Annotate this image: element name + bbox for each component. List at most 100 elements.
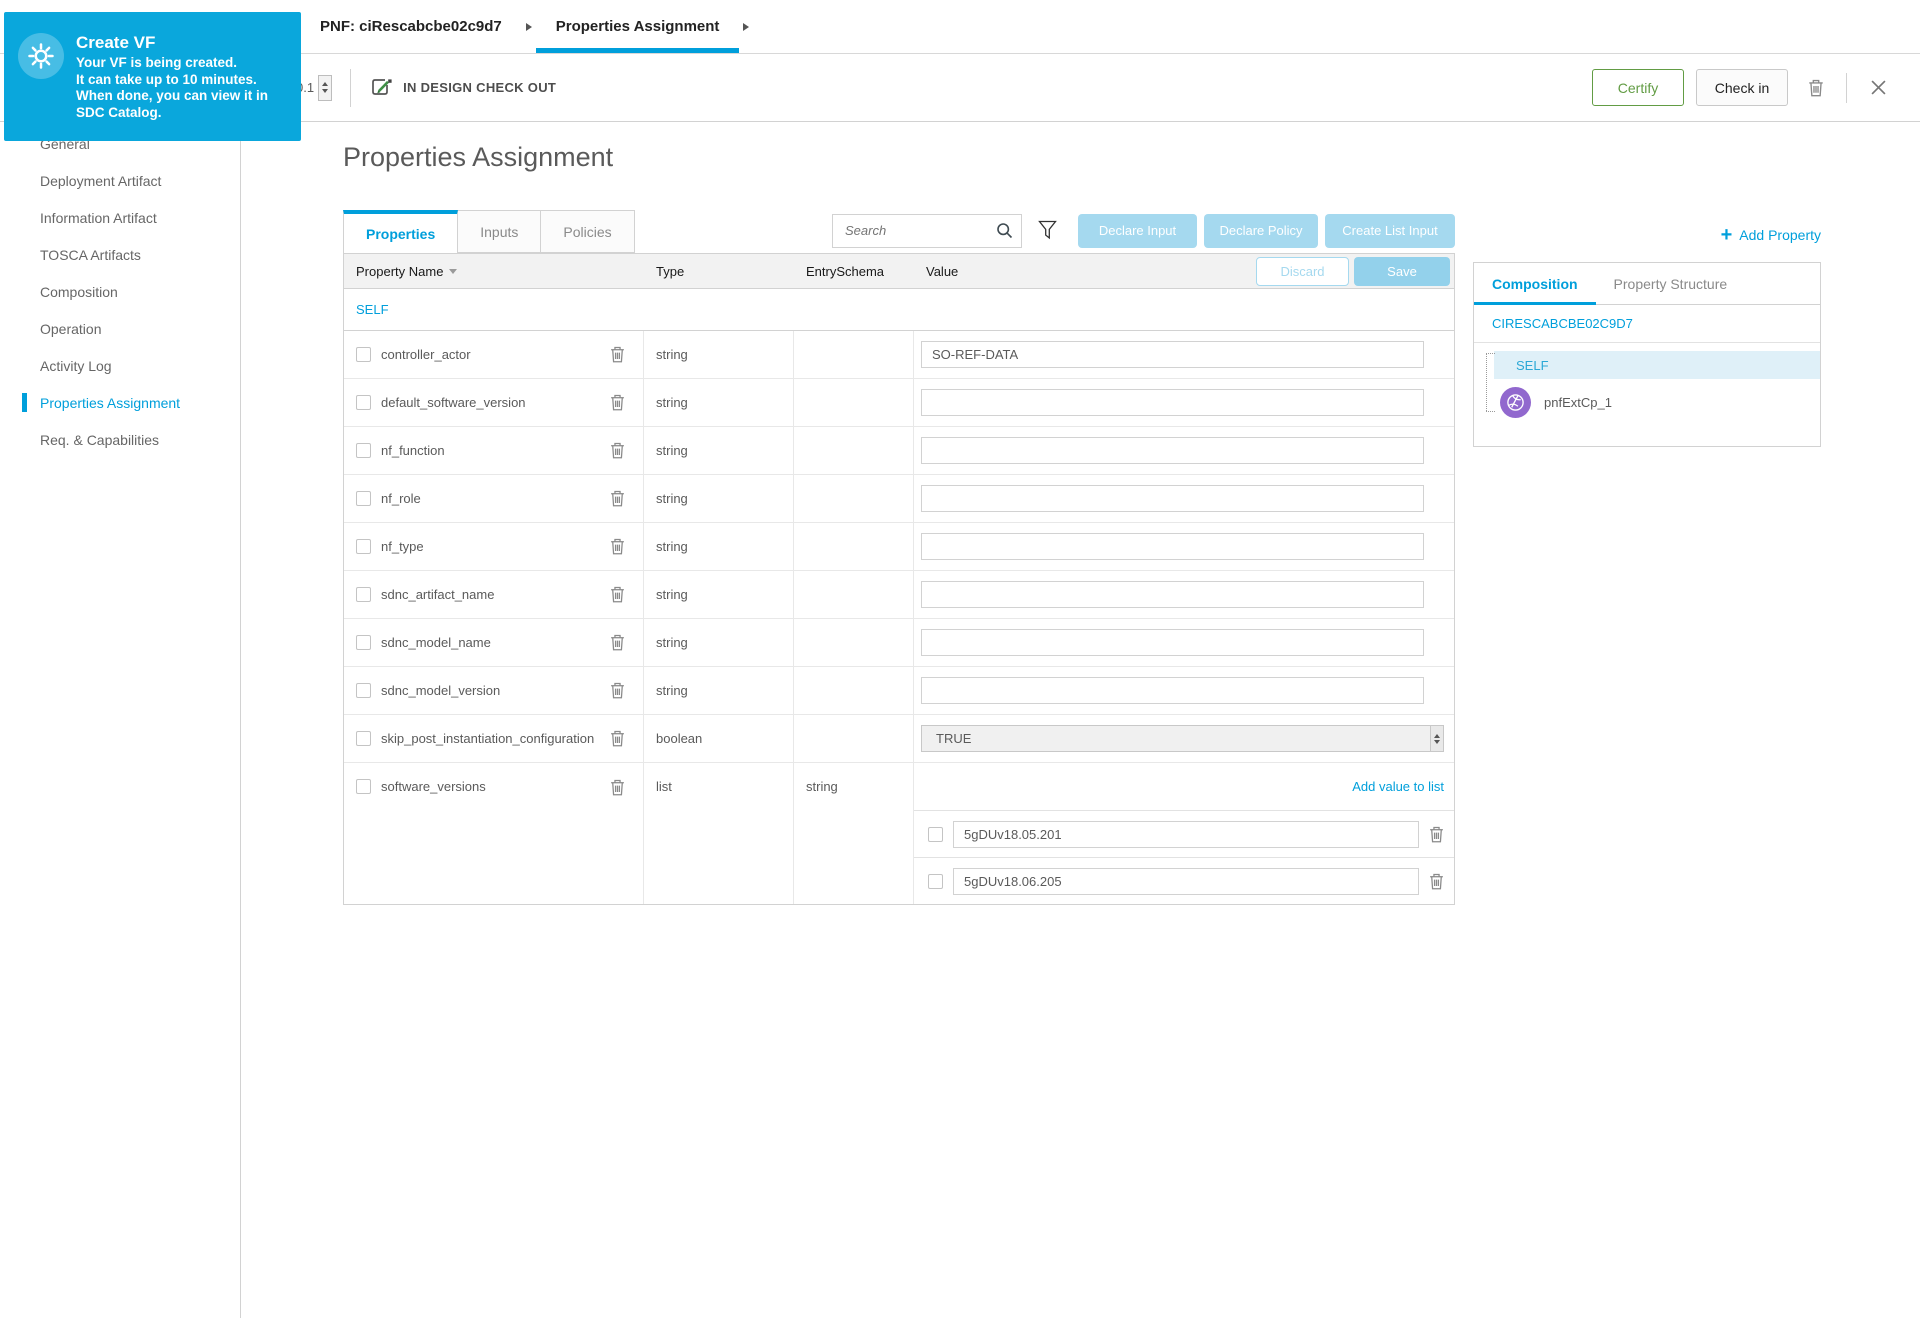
list-item-checkbox[interactable] — [928, 826, 943, 842]
sidebar-item-deployment-artifact[interactable]: Deployment Artifact — [0, 162, 240, 199]
delete-property-icon[interactable] — [610, 586, 625, 603]
property-value-cell — [914, 475, 1454, 522]
breadcrumb-tab-properties-assignment[interactable]: Properties Assignment — [535, 0, 740, 53]
property-type-label: string — [656, 539, 688, 554]
property-checkbox[interactable] — [356, 347, 371, 362]
property-schema-cell — [794, 379, 914, 426]
sidebar-item-properties-assignment[interactable]: Properties Assignment — [0, 384, 240, 421]
sidebar-item-composition[interactable]: Composition — [0, 273, 240, 310]
declare-policy-button[interactable]: Declare Policy — [1204, 213, 1318, 248]
tree-item-label: pnfExtCp_1 — [1544, 395, 1612, 410]
delete-property-icon[interactable] — [610, 634, 625, 651]
property-checkbox[interactable] — [356, 395, 371, 410]
delete-list-item-icon[interactable] — [1429, 873, 1444, 890]
create-list-input-button[interactable]: Create List Input — [1325, 213, 1455, 248]
close-icon[interactable] — [1865, 74, 1892, 101]
plus-icon: + — [1720, 224, 1733, 246]
delete-component-icon[interactable] — [1802, 73, 1830, 103]
property-type-cell: string — [644, 331, 794, 378]
property-name-cell: nf_function — [344, 427, 644, 474]
version-stepper[interactable] — [318, 74, 333, 101]
list-item-input[interactable] — [953, 867, 1419, 895]
property-value-input[interactable] — [921, 485, 1424, 512]
toast-notification[interactable]: Create VF Your VF is being created. It c… — [4, 12, 301, 141]
property-value-cell — [914, 427, 1454, 474]
declare-input-button[interactable]: Declare Input — [1078, 213, 1197, 248]
table-row: nf_function string — [344, 427, 1454, 475]
property-value-input[interactable] — [921, 677, 1424, 704]
table-row: nf_role string — [344, 475, 1454, 523]
property-name-cell: default_software_version — [344, 379, 644, 426]
property-value-cell — [914, 619, 1454, 666]
property-checkbox[interactable] — [356, 731, 371, 746]
discard-button[interactable]: Discard — [1256, 256, 1349, 286]
property-checkbox[interactable] — [356, 443, 371, 458]
property-value-input[interactable] — [921, 437, 1424, 464]
add-property-button[interactable]: + Add Property — [1473, 222, 1821, 248]
table-row: nf_type string — [344, 523, 1454, 571]
list-item-input[interactable] — [953, 820, 1419, 848]
property-checkbox[interactable] — [356, 539, 371, 554]
property-type-label: string — [656, 635, 688, 650]
property-name-label: software_versions — [381, 779, 486, 794]
search-input[interactable] — [845, 223, 996, 238]
sidebar-item-information-artifact[interactable]: Information Artifact — [0, 199, 240, 236]
delete-property-icon[interactable] — [610, 394, 625, 411]
caret-right-icon — [743, 22, 750, 31]
certify-button[interactable]: Certify — [1592, 69, 1684, 106]
property-checkbox[interactable] — [356, 635, 371, 650]
tree-item-self[interactable]: SELF — [1494, 351, 1820, 379]
property-name-label: nf_function — [381, 443, 445, 458]
property-checkbox[interactable] — [356, 491, 371, 506]
component-id-link[interactable]: CIRESCABCBE02C9D7 — [1474, 305, 1820, 343]
tab-properties[interactable]: Properties — [343, 210, 459, 253]
tab-policies[interactable]: Policies — [541, 210, 635, 253]
self-scope-link[interactable]: SELF — [356, 302, 389, 317]
breadcrumb-tab-pnf[interactable]: PNF: ciRescabcbe02c9d7 — [320, 18, 502, 35]
property-checkbox[interactable] — [356, 587, 371, 602]
tab-inputs[interactable]: Inputs — [458, 210, 542, 253]
column-header-property-name[interactable]: Property Name — [344, 254, 644, 288]
table-row: skip_post_instantiation_configuration boo… — [344, 715, 1454, 763]
delete-property-icon[interactable] — [610, 730, 625, 747]
property-type-label: string — [656, 347, 688, 362]
property-value-input[interactable] — [921, 341, 1424, 368]
toast-body-line: Your VF is being created. — [76, 55, 238, 70]
delete-property-icon[interactable] — [610, 442, 625, 459]
property-value-input[interactable] — [921, 629, 1424, 656]
property-value-cell — [914, 379, 1454, 426]
property-value-input[interactable] — [921, 581, 1424, 608]
property-name-label: skip_post_instantiation_configuration — [381, 731, 595, 746]
sidebar-item-operation[interactable]: Operation — [0, 310, 240, 347]
property-type-label: string — [656, 587, 688, 602]
sidebar-item-activity-log[interactable]: Activity Log — [0, 347, 240, 384]
sidebar-item-tosca-artifacts[interactable]: TOSCA Artifacts — [0, 236, 240, 273]
property-schema-cell: string — [794, 763, 914, 904]
property-value-input[interactable] — [921, 533, 1424, 560]
select-stepper[interactable] — [1430, 726, 1443, 751]
delete-property-icon[interactable] — [610, 490, 625, 507]
delete-property-icon[interactable] — [610, 538, 625, 555]
filter-icon[interactable] — [1038, 220, 1057, 241]
list-value-row — [914, 857, 1454, 904]
tree-item-pnfextcp[interactable]: pnfExtCp_1 — [1500, 387, 1820, 418]
property-schema-cell — [794, 619, 914, 666]
delete-property-icon[interactable] — [610, 346, 625, 363]
property-value-select[interactable]: TRUE — [921, 725, 1444, 752]
tab-composition[interactable]: Composition — [1474, 263, 1596, 305]
property-checkbox[interactable] — [356, 683, 371, 698]
search-icon — [996, 222, 1013, 239]
add-value-to-list-link[interactable]: Add value to list — [1352, 779, 1444, 794]
list-item-checkbox[interactable] — [928, 873, 943, 889]
delete-list-item-icon[interactable] — [1429, 826, 1444, 843]
sidebar-item-req-capabilities[interactable]: Req. & Capabilities — [0, 421, 240, 458]
tab-property-structure[interactable]: Property Structure — [1613, 275, 1728, 292]
delete-property-icon[interactable] — [610, 779, 625, 796]
property-value-input[interactable] — [921, 389, 1424, 416]
checkin-button[interactable]: Check in — [1696, 69, 1788, 106]
delete-property-icon[interactable] — [610, 682, 625, 699]
save-button[interactable]: Save — [1354, 256, 1450, 286]
breadcrumb: PNF: ciRescabcbe02c9d7 Properties Assign… — [0, 0, 1920, 53]
property-checkbox[interactable] — [356, 779, 371, 794]
right-panel: + Add Property Composition Property Stru… — [1473, 222, 1821, 447]
